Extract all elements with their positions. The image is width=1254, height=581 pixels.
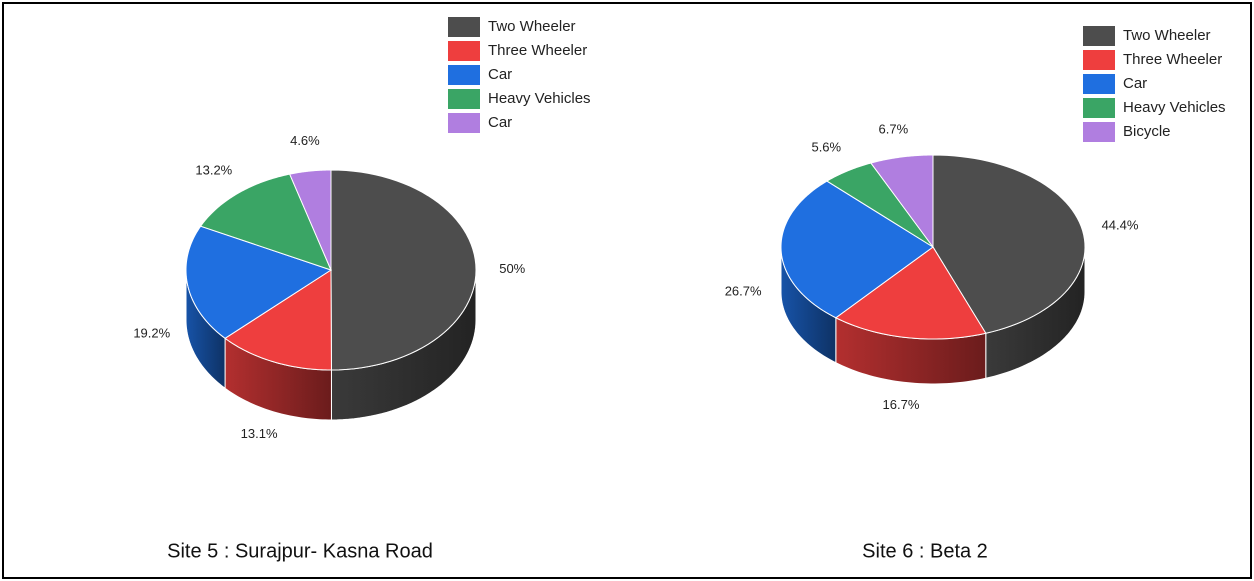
legend-swatch (448, 113, 480, 133)
legend-swatch (448, 65, 480, 85)
pie-slice (330, 169, 477, 371)
data-label: 13.2% (195, 162, 232, 177)
data-label: 13.1% (241, 426, 278, 441)
legend-label: Heavy Vehicles (1123, 99, 1226, 116)
pie-slice (185, 225, 333, 339)
legend-label: Bicycle (1123, 123, 1171, 140)
pie-slice (780, 180, 934, 319)
pie-slice (289, 169, 332, 271)
legend-label: Car (488, 66, 512, 83)
legend-swatch (1083, 26, 1115, 46)
legend-swatch (1083, 74, 1115, 94)
legend-label: Car (1123, 75, 1147, 92)
legend-label: Three Wheeler (488, 42, 587, 59)
pie-slice (825, 162, 934, 248)
data-label: 26.7% (725, 284, 762, 299)
pie-slice (834, 246, 987, 340)
data-label: 44.4% (1102, 217, 1139, 232)
data-label: 4.6% (290, 133, 320, 148)
legend-label: Two Wheeler (1123, 27, 1211, 44)
pie-slice (224, 269, 332, 371)
legend-swatch (448, 41, 480, 61)
legend-label: Two Wheeler (488, 18, 576, 35)
pie-slice (932, 154, 1086, 334)
data-label: 50% (499, 261, 525, 276)
chart-caption: Site 5 : Surajpur- Kasna Road (167, 540, 433, 562)
chart-caption: Site 6 : Beta 2 (862, 540, 988, 562)
legend-label: Three Wheeler (1123, 51, 1222, 68)
data-label: 5.6% (811, 139, 841, 154)
data-label: 19.2% (133, 326, 170, 341)
legend-swatch (1083, 50, 1115, 70)
pie-slice (199, 173, 332, 271)
legend-label: Car (488, 114, 512, 131)
data-label: 6.7% (879, 121, 909, 136)
data-label: 16.7% (883, 397, 920, 412)
pie-slice (870, 154, 934, 249)
legend-swatch (448, 17, 480, 37)
legend-label: Heavy Vehicles (488, 90, 591, 107)
legend-swatch (448, 89, 480, 109)
legend-swatch (1083, 98, 1115, 118)
legend-swatch (1083, 122, 1115, 142)
